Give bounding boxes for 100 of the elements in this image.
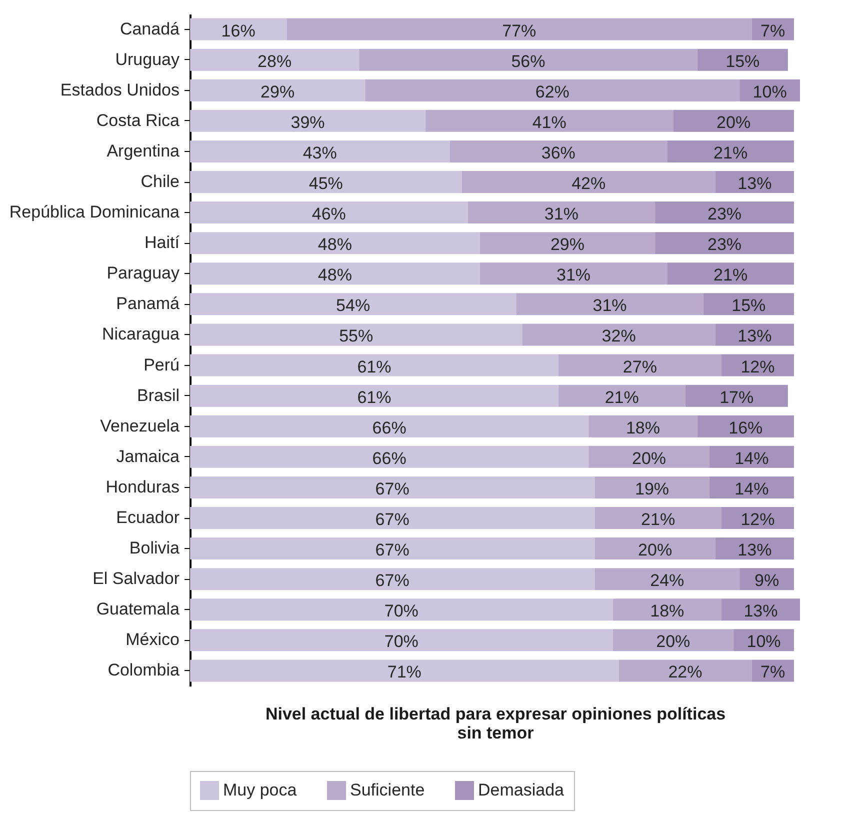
data-label: 32% (602, 326, 636, 346)
data-label: 21% (714, 143, 748, 162)
data-label: 13% (738, 174, 772, 193)
y-tick-label: República Dominicana (9, 202, 180, 222)
y-tick-label: Argentina (106, 141, 180, 160)
data-label: 41% (532, 112, 566, 132)
bar (190, 568, 595, 590)
bar (190, 476, 595, 498)
data-label: 39% (290, 112, 325, 132)
bar (190, 598, 613, 621)
y-tick-label: Nicaragua (102, 324, 180, 344)
y-tick-label: Perú (144, 355, 180, 374)
y-tick-label: Colombia (108, 660, 180, 680)
bar (516, 293, 704, 316)
bar (450, 140, 668, 162)
data-label: 45% (308, 174, 343, 193)
data-label: 14% (734, 448, 769, 468)
data-label: 70% (384, 632, 418, 652)
legend-label: Demasiada (478, 780, 565, 800)
bar (685, 384, 788, 407)
data-label: 27% (622, 357, 657, 376)
data-label: 17% (720, 388, 754, 407)
bar (359, 48, 698, 71)
data-label: 10% (746, 632, 781, 652)
data-label: 12% (740, 357, 775, 376)
bar (655, 232, 794, 254)
data-label: 18% (650, 602, 684, 621)
bar (190, 202, 468, 224)
y-tick-label: Ecuador (116, 508, 180, 527)
bar (190, 140, 450, 162)
bar (190, 629, 613, 652)
data-label: 18% (626, 418, 660, 438)
data-label: 15% (732, 296, 766, 316)
bar (721, 598, 800, 621)
bar (655, 202, 794, 224)
y-tick-label: Costa Rica (96, 110, 180, 130)
y-tick-label: Honduras (106, 477, 180, 496)
data-label: 56% (511, 52, 546, 71)
bar (190, 79, 366, 102)
bar (190, 354, 558, 376)
y-tick-label: Bolivia (129, 538, 180, 558)
data-label: 48% (318, 235, 352, 254)
bar (190, 415, 589, 438)
bar (715, 324, 794, 346)
y-tick-label: Paraguay (106, 264, 180, 283)
y-tick-label: El Salvador (92, 569, 180, 588)
data-label: 20% (656, 632, 690, 652)
bar (594, 568, 740, 590)
data-label: 43% (302, 143, 337, 162)
data-label: 67% (375, 540, 410, 560)
bar (190, 446, 589, 468)
x-axis-title: Nivel actual de libertad para expresar opiniones políticas sin temor (265, 704, 726, 742)
bar (190, 660, 619, 682)
bar (618, 660, 752, 682)
bar (365, 79, 740, 102)
data-label: 31% (592, 296, 627, 316)
bar (190, 232, 480, 254)
bar (588, 415, 698, 438)
y-tick-label: Haití (144, 233, 180, 252)
y-tick-label: México (126, 630, 180, 650)
bar (462, 171, 716, 193)
data-label: 42% (572, 174, 606, 193)
data-label: 28% (258, 52, 292, 71)
data-label: 15% (726, 52, 760, 71)
bar (715, 538, 794, 560)
bar (715, 171, 794, 193)
bar (480, 232, 656, 254)
bar (190, 538, 595, 560)
bar (190, 262, 480, 285)
data-label: 13% (738, 540, 772, 560)
bar (709, 446, 794, 468)
data-label: 7% (760, 662, 786, 682)
bar (190, 110, 426, 132)
bar (190, 507, 595, 529)
bar (697, 48, 788, 71)
data-label: 13% (738, 326, 772, 346)
bar (190, 293, 516, 316)
data-label: 21% (714, 266, 748, 285)
bar (697, 415, 794, 438)
data-label: 23% (707, 204, 742, 224)
data-label: 31% (544, 204, 578, 224)
data-label: 67% (375, 510, 410, 529)
data-label: 67% (375, 571, 410, 590)
data-label: 36% (541, 143, 576, 162)
data-label: 29% (260, 82, 295, 102)
data-label: 46% (312, 204, 346, 224)
data-label: 24% (650, 571, 684, 590)
bar (468, 202, 656, 224)
bar (480, 262, 668, 285)
data-label: 7% (760, 21, 786, 40)
data-label: 16% (728, 418, 763, 438)
data-label: 29% (550, 235, 584, 254)
y-tick-label: Jamaica (116, 446, 180, 466)
data-label: 66% (372, 448, 406, 468)
data-label: 21% (641, 510, 676, 529)
data-label: 66% (372, 418, 406, 438)
data-label: 12% (740, 510, 775, 529)
legend-label: Suficiente (350, 780, 425, 800)
y-tick-label: Chile (140, 172, 180, 191)
bar (558, 354, 722, 376)
